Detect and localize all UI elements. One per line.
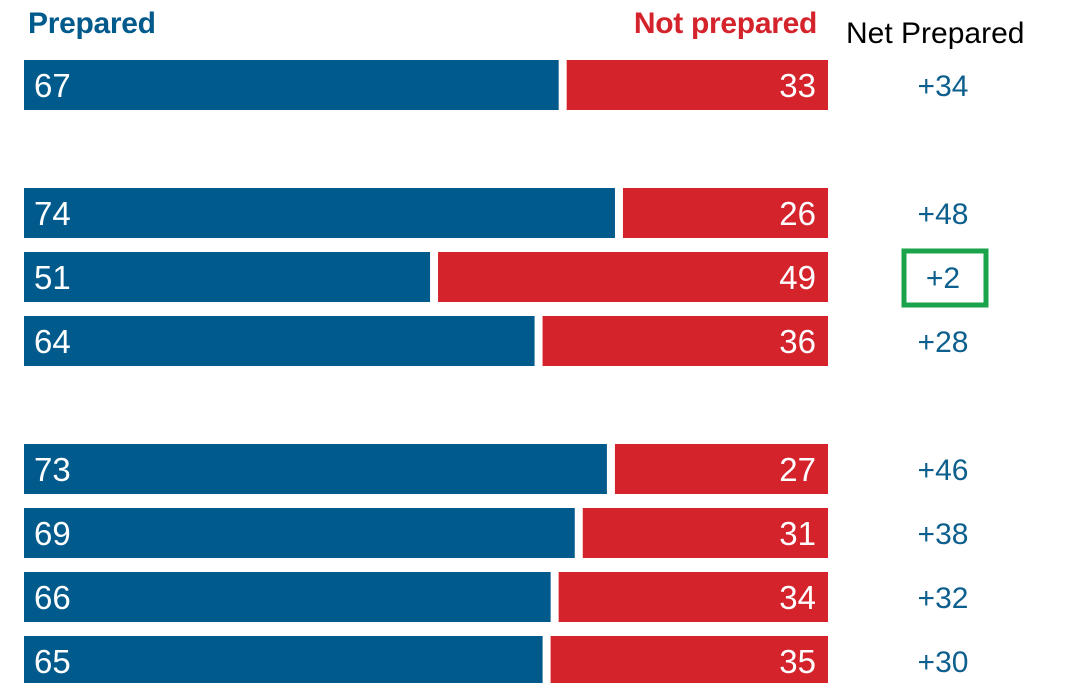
label-not-prepared-8: 35 (779, 643, 816, 680)
bar-prepared-6 (24, 508, 575, 558)
label-not-prepared-2: 26 (779, 195, 816, 232)
bar-not-prepared-1 (566, 60, 828, 110)
bar-prepared-5 (24, 444, 607, 494)
label-not-prepared-3: 49 (779, 259, 816, 296)
label-prepared-2: 74 (34, 195, 71, 232)
bar-not-prepared-7 (558, 572, 828, 622)
bar-not-prepared-2 (622, 188, 828, 238)
bar-prepared-3 (24, 252, 431, 302)
bar-prepared-2 (24, 188, 615, 238)
label-prepared-3: 51 (34, 259, 71, 296)
net-prepared-value-3: +2 (926, 262, 960, 295)
label-prepared-1: 67 (34, 67, 71, 104)
net-prepared-value-7: +32 (918, 582, 969, 615)
label-not-prepared-5: 27 (779, 451, 816, 488)
bar-prepared-7 (24, 572, 551, 622)
bar-not-prepared-8 (550, 636, 828, 683)
label-prepared-7: 66 (34, 579, 71, 616)
bar-prepared-4 (24, 316, 535, 366)
bar-not-prepared-5 (614, 444, 828, 494)
bar-not-prepared-6 (582, 508, 828, 558)
legend-not-prepared: Not prepared (633, 7, 817, 40)
bar-not-prepared-4 (542, 316, 828, 366)
bar-prepared-1 (24, 60, 559, 110)
label-not-prepared-4: 36 (779, 323, 816, 360)
highlight-box (901, 248, 989, 308)
bar-not-prepared-3 (438, 252, 828, 302)
net-prepared-value-6: +38 (918, 518, 969, 551)
label-not-prepared-6: 31 (779, 515, 816, 552)
label-prepared-4: 64 (34, 323, 71, 360)
net-prepared-value-8: +30 (918, 646, 969, 679)
label-prepared-6: 69 (34, 515, 71, 552)
net-prepared-value-1: +34 (918, 70, 969, 103)
bar-prepared-8 (24, 636, 543, 683)
net-prepared-value-5: +46 (918, 454, 969, 487)
net-prepared-value-2: +48 (918, 198, 969, 231)
legend-prepared: Prepared (28, 7, 156, 40)
label-not-prepared-1: 33 (779, 67, 816, 104)
label-prepared-5: 73 (34, 451, 71, 488)
net-prepared-header: Net Prepared (846, 17, 1025, 50)
label-prepared-8: 65 (34, 643, 71, 680)
net-prepared-value-4: +28 (918, 326, 969, 359)
label-not-prepared-7: 34 (779, 579, 816, 616)
